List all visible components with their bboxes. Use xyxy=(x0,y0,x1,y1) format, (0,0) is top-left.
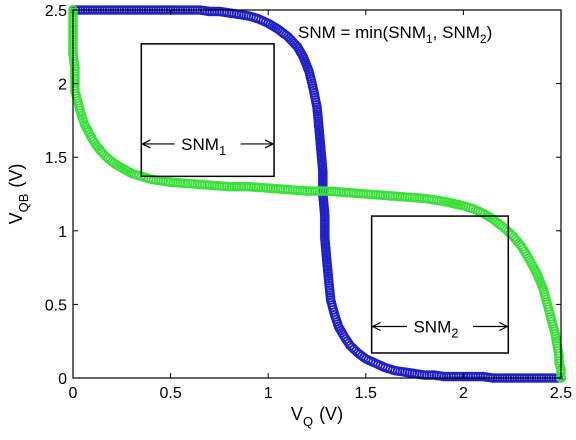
y-tick-label: 1 xyxy=(58,224,67,241)
snm2-label: SNM2 xyxy=(413,317,458,340)
snm2-box xyxy=(370,215,510,354)
y-tick-label: 0 xyxy=(58,371,67,388)
x-tick-label: 0 xyxy=(69,385,78,402)
snm1-arrowhead-left xyxy=(140,139,151,149)
data-markers xyxy=(68,5,566,383)
snm1-arrowhead-right xyxy=(264,139,275,149)
x-tick-label: 0.5 xyxy=(159,385,181,402)
x-axis-label: VQ (V) xyxy=(291,404,343,429)
x-tick-label: 1.5 xyxy=(355,385,377,402)
x-tick-label: 2.5 xyxy=(550,385,572,402)
snm1-box xyxy=(140,43,275,178)
y-tick-label: 2 xyxy=(58,77,67,94)
snm1-label: SNM1 xyxy=(181,135,226,158)
series-2-markers xyxy=(68,5,566,383)
snm-formula: SNM = min(SNM1, SNM2) xyxy=(298,23,492,46)
snm2-arrowhead-left xyxy=(371,321,381,332)
x-tick-label: 1 xyxy=(264,385,273,402)
snm2-arrowhead-right xyxy=(499,321,509,332)
y-tick-label: 1.5 xyxy=(45,150,67,167)
snm-boxes: SNM1 SNM2 xyxy=(140,43,510,354)
axis-ticks: 0 0.5 1 1.5 2 2.5 0 0.5 1 1.5 2 2.5 xyxy=(45,3,572,402)
y-tick-label: 2.5 xyxy=(45,3,67,20)
y-axis-label: VQB(V) xyxy=(6,164,31,225)
y-tick-label: 0.5 xyxy=(45,297,67,314)
x-tick-label: 2 xyxy=(459,385,468,402)
plot-frame xyxy=(72,9,562,379)
